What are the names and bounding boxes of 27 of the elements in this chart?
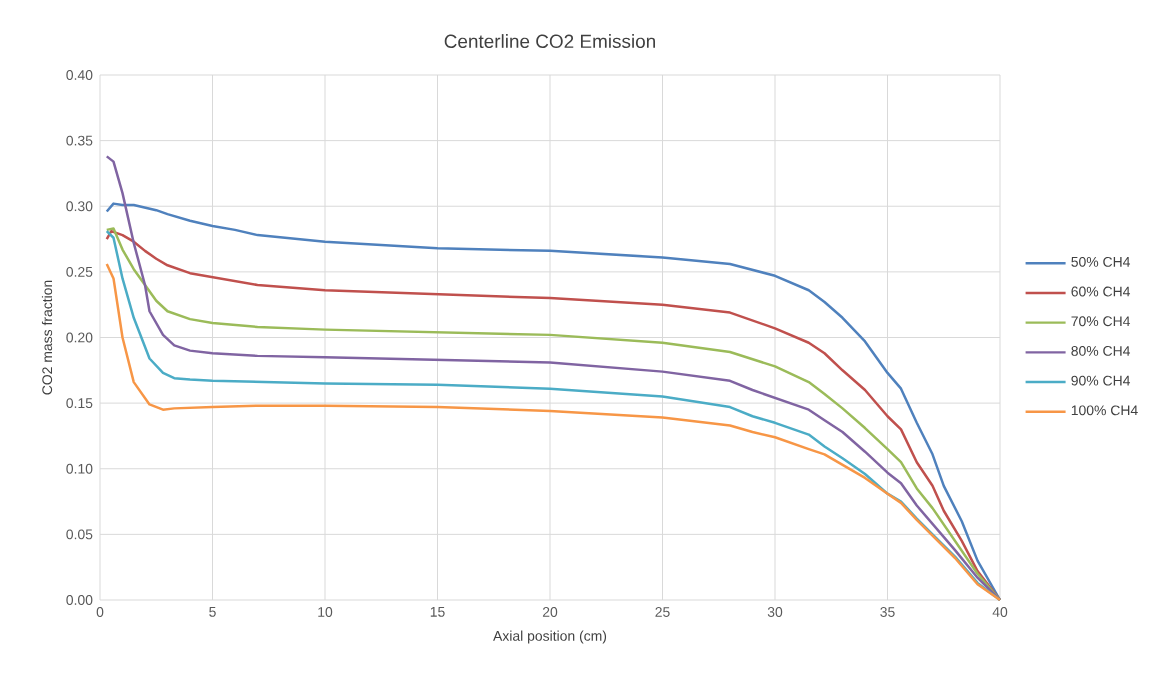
legend-label: 80% CH4 xyxy=(1071,346,1131,356)
x-axis-title: Axial position (cm) xyxy=(493,630,607,644)
legend-label: 50% CH4 xyxy=(1071,256,1131,267)
legend-label: 70% CH4 xyxy=(1071,316,1131,327)
x-tick-label: 20 xyxy=(542,607,558,617)
x-tick-label: 35 xyxy=(880,607,895,617)
y-tick-label: 0.30 xyxy=(66,201,93,212)
y-axis-title: CO2 mass fraction xyxy=(41,280,53,395)
y-tick-label: 0.35 xyxy=(66,135,93,146)
legend-label: 100% CH4 xyxy=(1071,405,1138,416)
x-tick-label: 40 xyxy=(992,607,1008,617)
x-tick-label: 25 xyxy=(655,607,670,617)
legend-label: 90% CH4 xyxy=(1071,375,1131,386)
x-tick-label: 15 xyxy=(430,607,445,617)
y-tick-label: 0.25 xyxy=(66,266,93,277)
y-tick-label: 0.40 xyxy=(66,70,93,80)
x-tick-label: 10 xyxy=(318,607,333,617)
y-tick-label: 0.05 xyxy=(66,529,93,540)
y-tick-label: 0.00 xyxy=(66,595,93,605)
x-tick-label: 30 xyxy=(767,607,783,617)
x-tick-label: 0 xyxy=(96,607,104,617)
legend-label: 60% CH4 xyxy=(1071,286,1131,297)
chart-title: Centerline CO2 Emission xyxy=(444,34,655,48)
y-tick-label: 0.15 xyxy=(66,398,93,409)
y-tick-label: 0.20 xyxy=(66,332,93,343)
y-tick-label: 0.10 xyxy=(66,463,93,474)
x-tick-label: 5 xyxy=(209,607,216,617)
